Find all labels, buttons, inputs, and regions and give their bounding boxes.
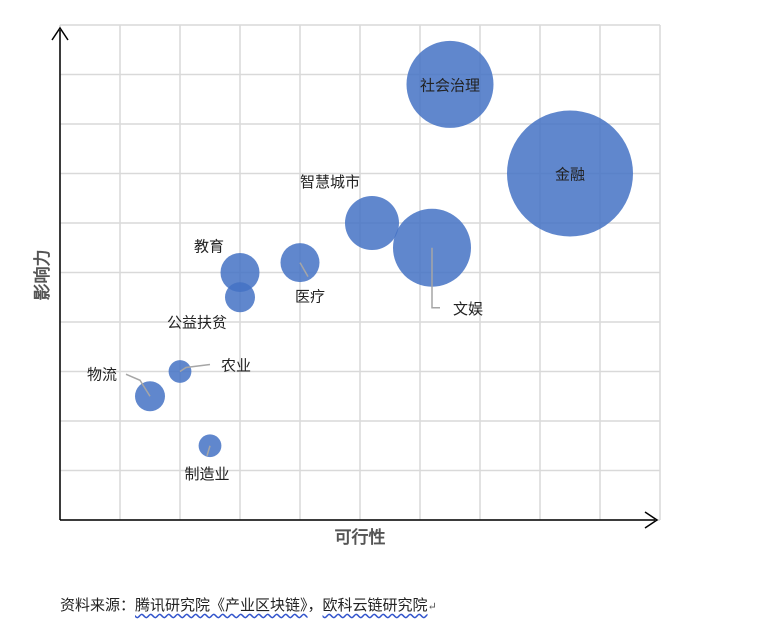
bubble-label: 医疗 <box>295 288 325 306</box>
leader-line <box>125 373 151 397</box>
source-part-2: 欧科云链研究院 <box>322 596 428 614</box>
x-axis-title: 可行性 <box>335 527 386 548</box>
leader-line <box>299 262 309 277</box>
bubble-label: 物流 <box>87 365 117 383</box>
bubble-label: 金融 <box>555 166 585 184</box>
bubble-label: 社会治理 <box>420 76 480 94</box>
bubble <box>507 110 633 237</box>
bubble-label: 教育 <box>194 238 224 256</box>
bubble <box>345 196 399 250</box>
source-part-1: 腾讯研究院《产业区块链》 <box>135 596 308 614</box>
x-axis-arrow <box>644 511 659 529</box>
source-prefix: 资料来源： <box>60 596 136 614</box>
source-separator: ， <box>307 596 323 614</box>
bubble-label: 公益扶贫 <box>167 313 227 331</box>
leader-line <box>179 363 211 373</box>
bubble <box>406 40 494 128</box>
bubble-label: 制造业 <box>184 465 229 483</box>
y-axis-title: 影响力 <box>32 250 53 301</box>
grid-lines <box>59 24 661 521</box>
axes <box>51 26 659 529</box>
source-note: 资料来源：腾讯研究院《产业区块链》，欧科云链研究院↵ <box>60 594 437 615</box>
leader-lines <box>125 247 440 456</box>
bubble-label: 文娱 <box>453 300 483 318</box>
y-axis-arrow <box>51 26 69 41</box>
bubble <box>225 282 255 313</box>
leader-line <box>206 445 211 456</box>
bubble-label: 智慧城市 <box>300 173 360 191</box>
paragraph-mark: ↵ <box>427 600 437 613</box>
bubble-label: 农业 <box>221 357 251 375</box>
leader-line <box>431 247 440 309</box>
bubble <box>220 253 260 292</box>
